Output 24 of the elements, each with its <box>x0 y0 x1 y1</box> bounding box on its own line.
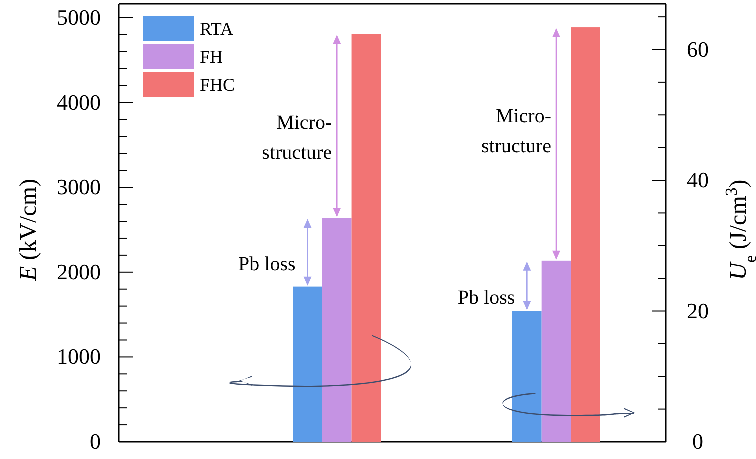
annotation: Micro- structure <box>482 106 552 158</box>
bar <box>571 28 600 442</box>
y-tick-label: 4000 <box>57 90 101 115</box>
annotation: Pb loss <box>458 287 516 310</box>
y-tick-label: 40 <box>687 168 709 193</box>
legend-label: FH <box>200 47 224 67</box>
y-tick-label: 0 <box>90 429 101 454</box>
bar <box>542 260 572 442</box>
bar <box>322 218 352 442</box>
y-tick-label: 3000 <box>57 174 101 200</box>
y-tick-label: 20 <box>687 298 709 324</box>
annotation: Pb loss <box>238 253 296 276</box>
y-tick-label: 5000 <box>57 5 101 30</box>
y-tick-label: 2000 <box>57 259 101 284</box>
y-axis-title: E (kV/cm) <box>16 179 42 282</box>
bar <box>352 34 382 442</box>
bar <box>512 311 542 442</box>
legend-label: FHC <box>200 75 236 95</box>
y-tick-label: 60 <box>687 36 709 62</box>
bar <box>293 286 322 442</box>
legend-label: RTA <box>200 19 234 39</box>
y-tick-label: 0 <box>692 429 704 454</box>
annotation: Micro- structure <box>262 112 332 164</box>
y-tick-label: 1000 <box>57 344 101 370</box>
